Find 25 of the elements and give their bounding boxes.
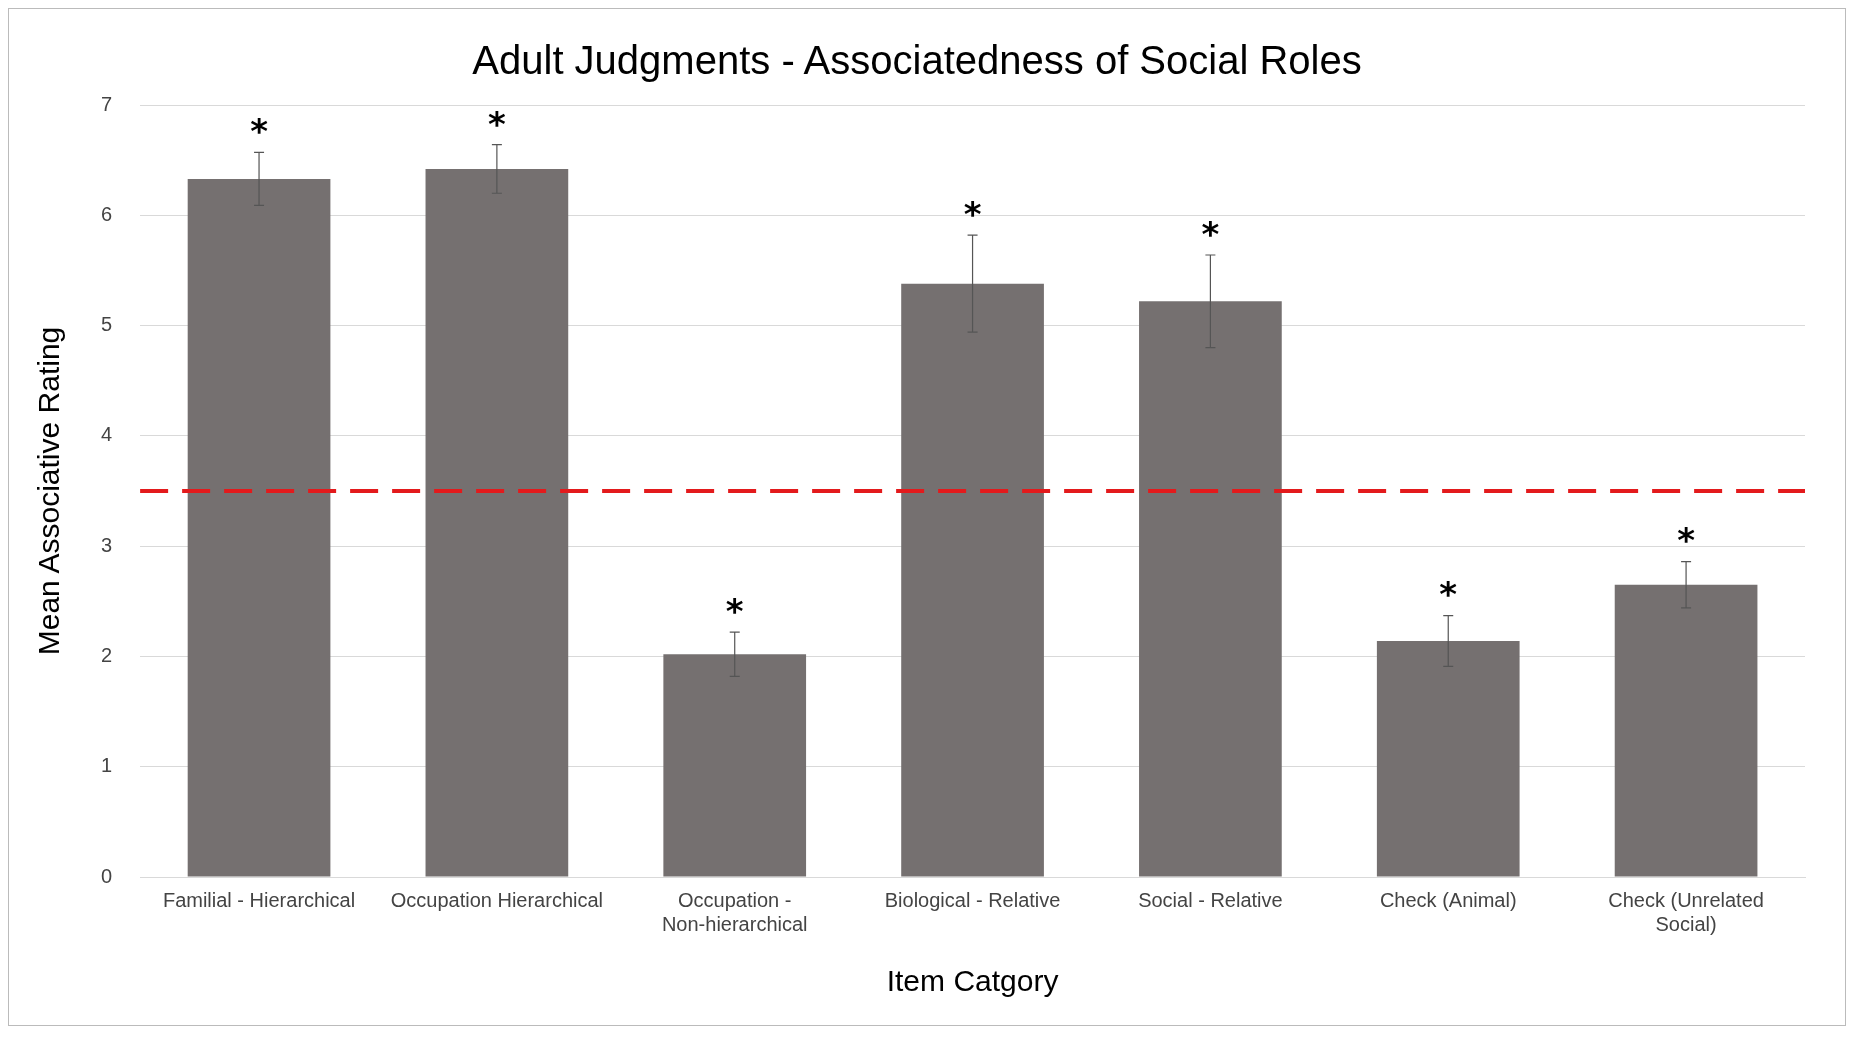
x-tick-label: Occupation - Non-hierarchical	[661, 888, 808, 935]
y-tick-label: 5	[101, 313, 113, 336]
x-tick-label: Check (Animal)	[1379, 888, 1517, 911]
x-tick-label: Occupation Hierarchical	[390, 888, 604, 911]
y-tick-label: 2	[101, 643, 113, 666]
x-tick-label: Social - Relative	[1138, 888, 1283, 911]
annotation: *	[1439, 574, 1458, 615]
x-tick-label: Biological - Relative	[884, 888, 1061, 911]
chart-title: Adult Judgments - Associatedness of Social Roles	[472, 38, 1362, 83]
y-tick-label: 0	[101, 864, 113, 887]
y-tick-label: 4	[101, 423, 113, 446]
x-axis-title: Item Catgory	[886, 964, 1059, 998]
y-tick-label: 7	[101, 92, 113, 115]
annotation: *	[725, 590, 744, 631]
y-tick-label: 6	[101, 202, 113, 225]
annotation: *	[250, 111, 269, 152]
annotation: *	[487, 103, 506, 144]
annotation: *	[963, 193, 982, 234]
annotation: *	[1201, 213, 1220, 254]
x-tick-label: Check (Unrelated Social)	[1608, 888, 1764, 935]
y-tick-label: 1	[101, 754, 113, 777]
y-axis-title: Mean Associative Rating	[32, 326, 66, 656]
y-tick-label: 3	[101, 533, 113, 556]
x-tick-label: Familial - Hierarchical	[162, 888, 356, 911]
annotation: *	[1677, 520, 1696, 561]
